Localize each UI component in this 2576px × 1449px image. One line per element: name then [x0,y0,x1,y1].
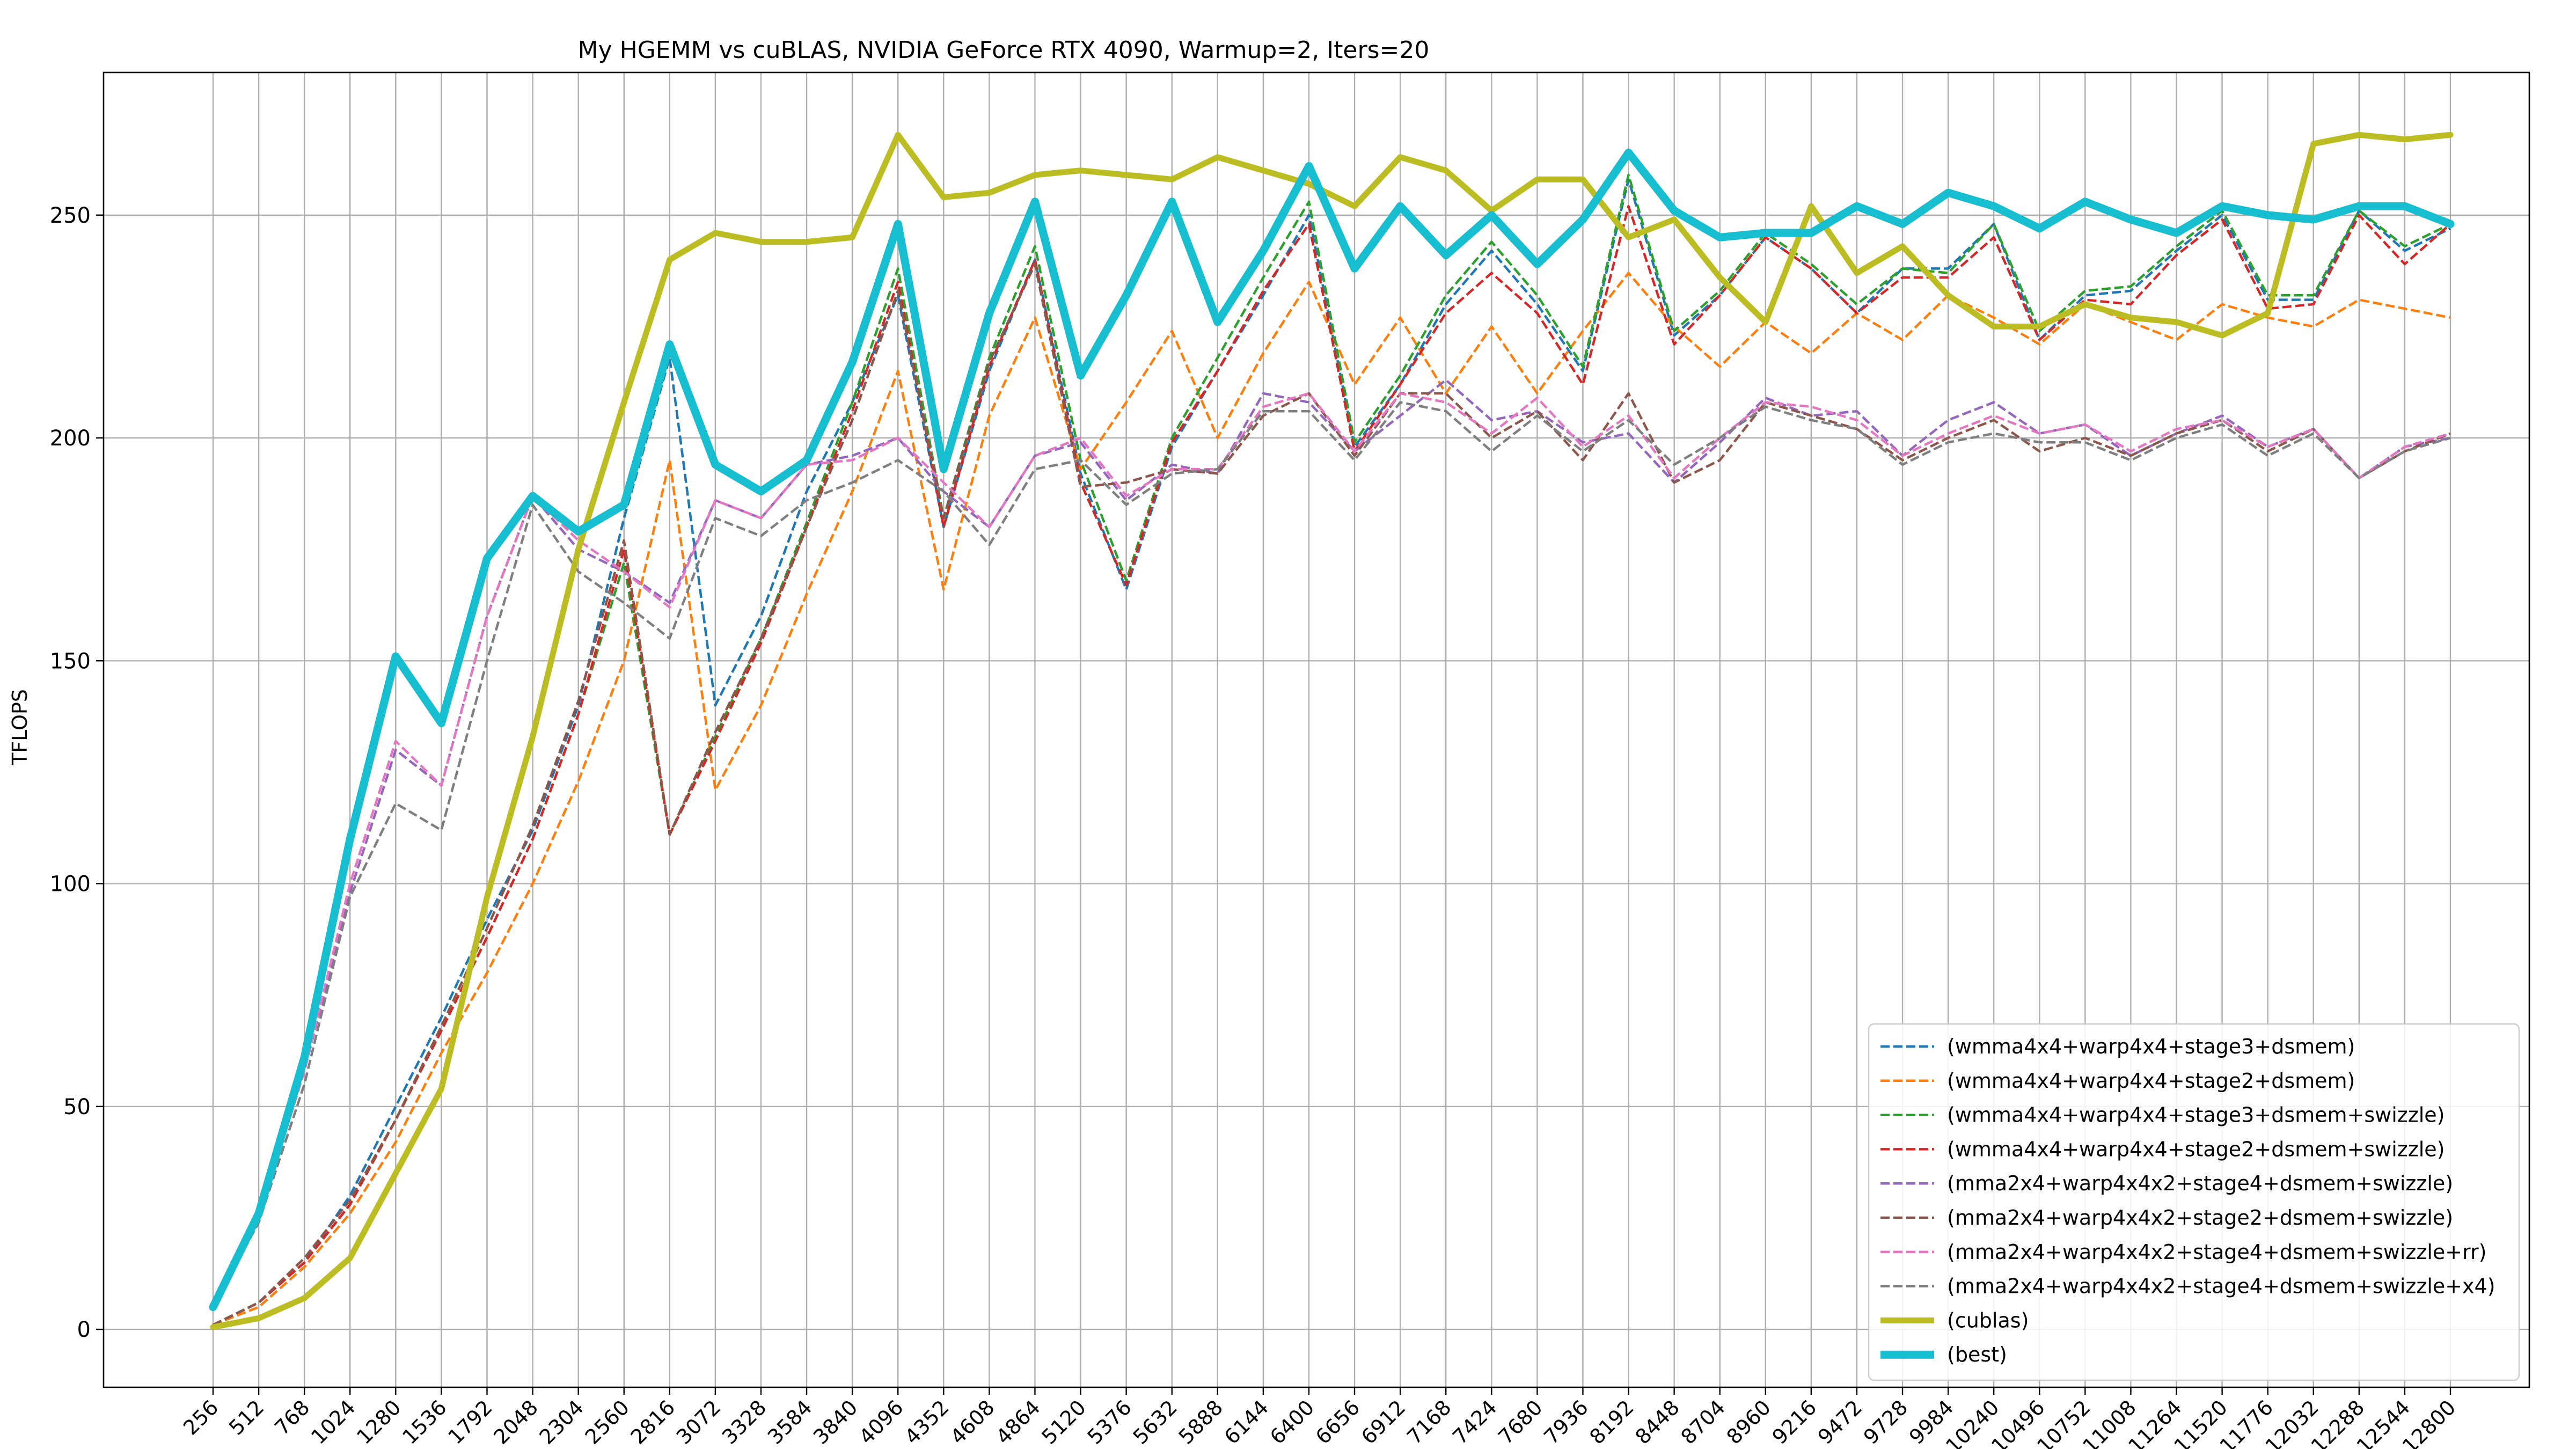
legend-entry: (mma2x4+warp4x4x2+stage4+dsmem+swizzle+r… [1947,1240,2486,1264]
legend-entry: (wmma4x4+warp4x4+stage3+dsmem+swizzle) [1947,1103,2445,1127]
y-tick-label: 250 [50,203,91,228]
series-lines [209,131,2455,1330]
plot-frame [103,71,2530,1388]
legend-entry: (best) [1947,1343,2007,1366]
legend-entry: (wmma4x4+warp4x4+stage2+dsmem) [1947,1069,2355,1093]
y-tick-label: 50 [63,1095,91,1119]
legend-entry: (mma2x4+warp4x4x2+stage2+dsmem+swizzle) [1947,1206,2453,1230]
legend-entry: (cublas) [1947,1308,2029,1332]
series-line-8 [212,401,2451,1308]
y-tick-label: 150 [50,649,91,674]
y-tick-label: 100 [50,872,91,897]
y-tick-label: 200 [50,426,91,451]
legend-entry: (wmma4x4+warp4x4+stage3+dsmem) [1947,1035,2355,1058]
series-line-5 [211,378,2451,1308]
series-line-6 [213,262,2451,1326]
legend-entry: (mma2x4+warp4x4x2+stage4+dsmem+swizzle+x… [1947,1275,2496,1298]
legend: (wmma4x4+warp4x4+stage3+dsmem) (wmma4x4+w… [1868,1023,2520,1381]
y-axis-label: TFLOPS [8,689,32,766]
series-line-10 [209,149,2455,1311]
legend-entry: (wmma4x4+warp4x4+stage2+dsmem+swizzle) [1947,1137,2445,1161]
series-line-7 [211,392,2451,1308]
chart-title: My HGEMM vs cuBLAS, NVIDIA GeForce RTX 4… [578,36,1430,64]
y-tick-label: 0 [77,1318,91,1342]
legend-entry: (mma2x4+warp4x4x2+stage4+dsmem+swizzle) [1947,1172,2453,1195]
legend-box [1868,1023,2520,1381]
